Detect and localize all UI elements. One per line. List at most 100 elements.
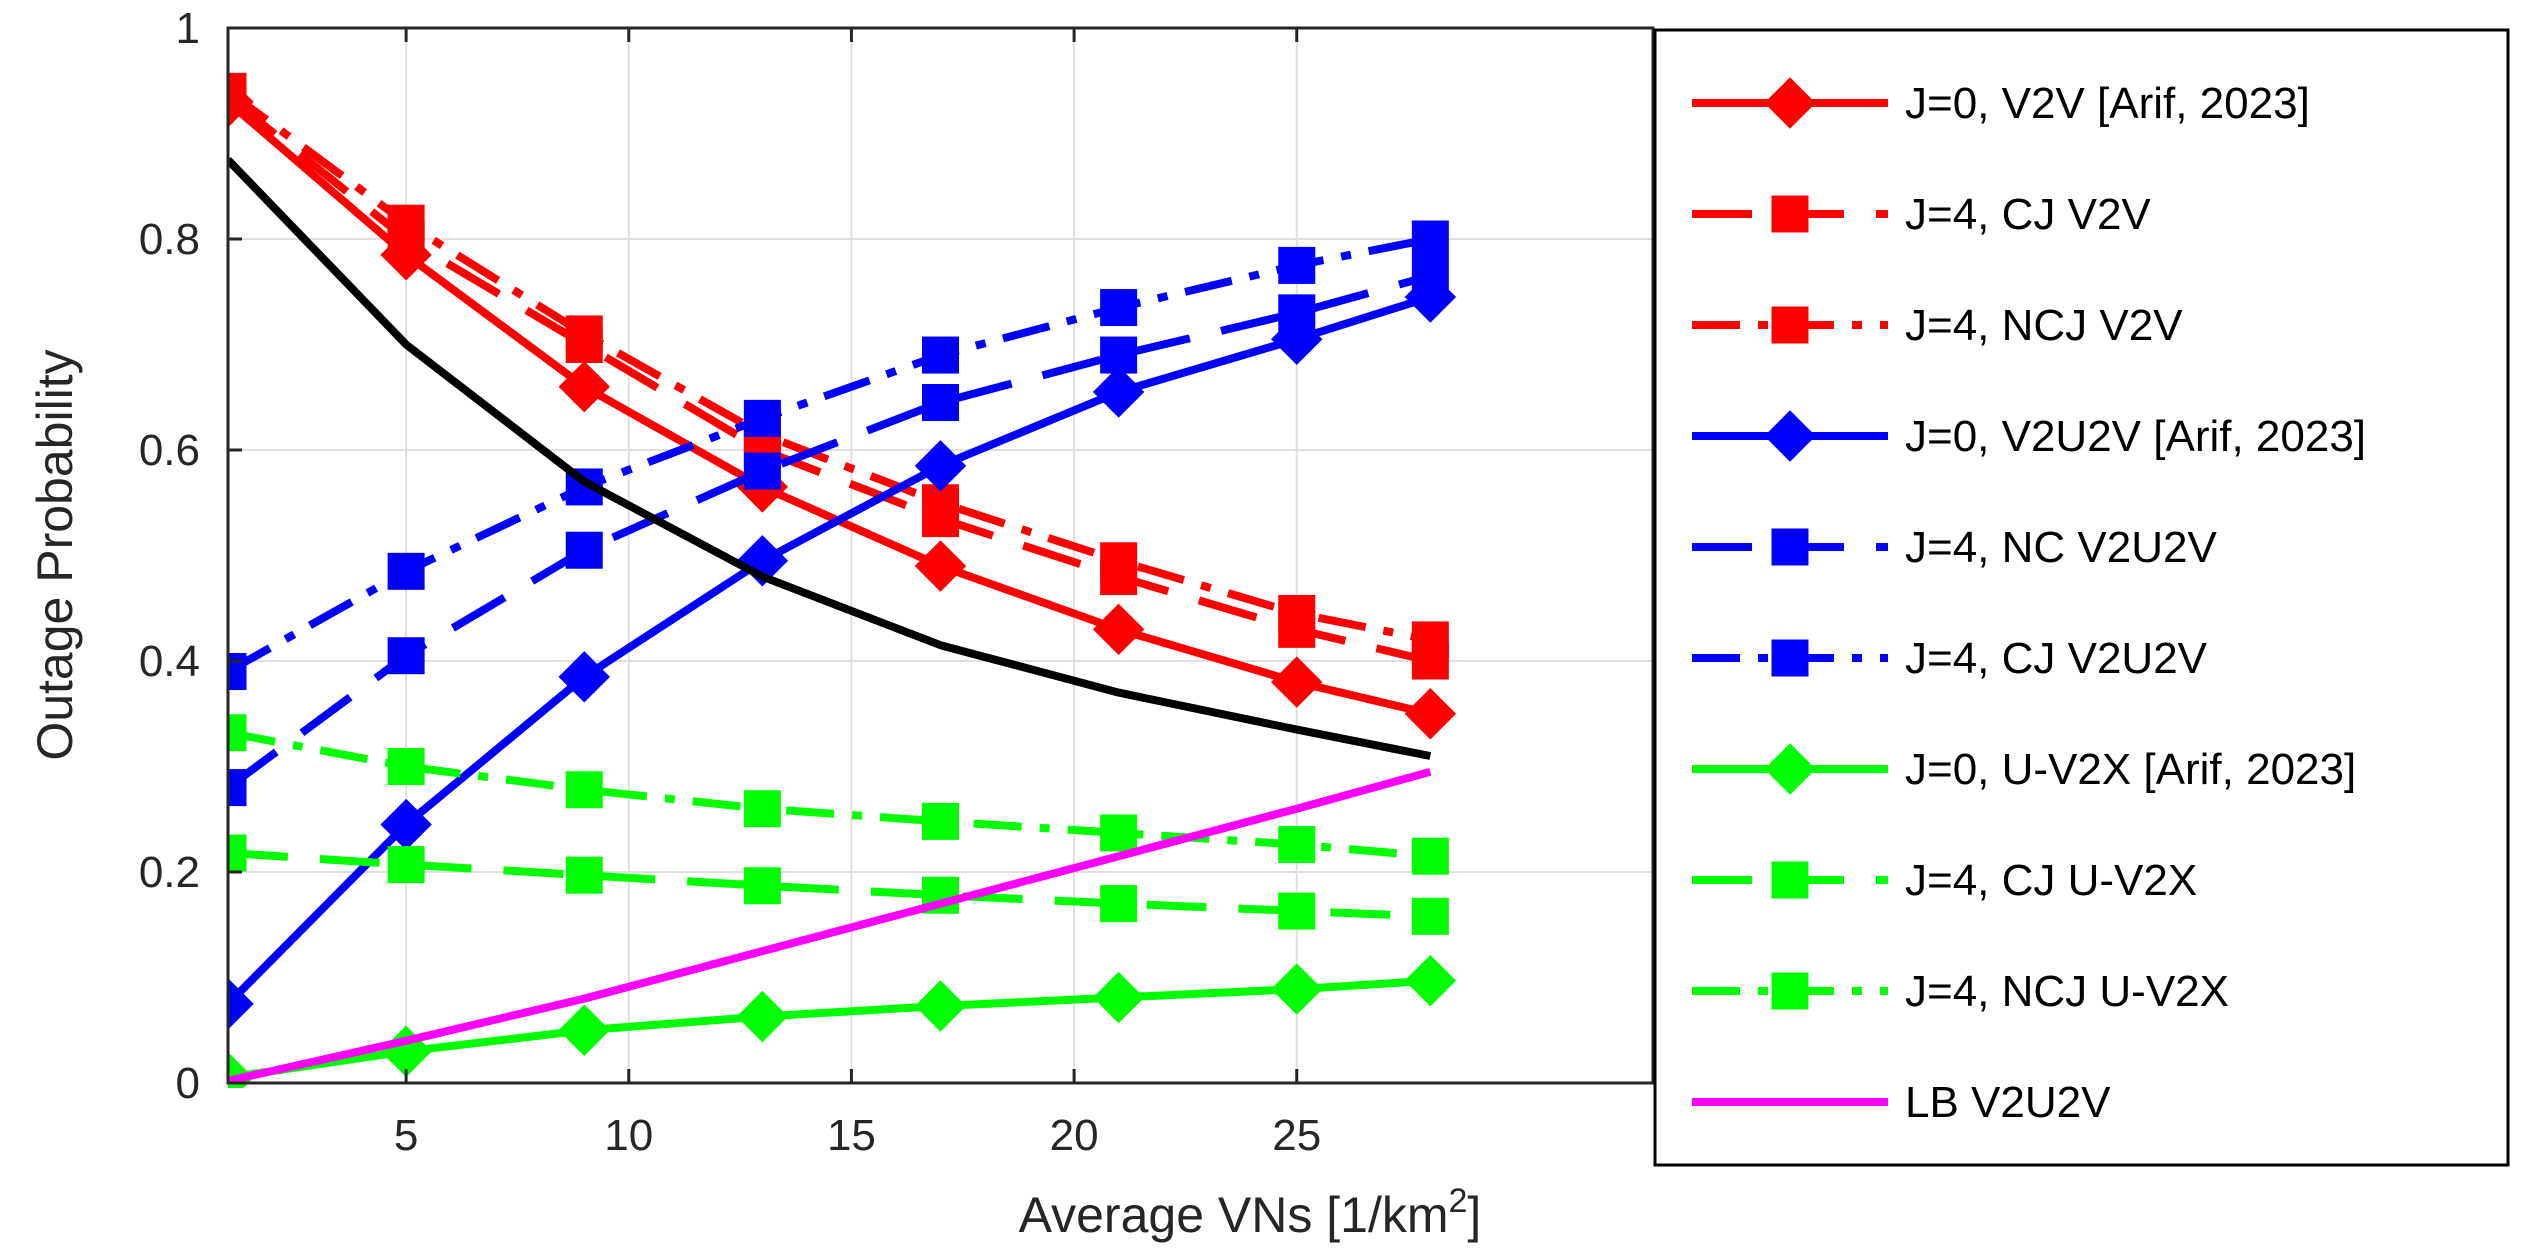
data-point (1278, 294, 1316, 332)
legend-label: J=4, CJ U-V2X (1905, 856, 2197, 905)
legend-label: J=4, NC V2U2V (1905, 523, 2217, 572)
legend-label: J=4, NCJ U-V2X (1905, 967, 2229, 1016)
data-point (1411, 621, 1449, 659)
y-tick-label: 0 (176, 1059, 200, 1108)
data-point (1278, 892, 1316, 930)
data-point (1100, 885, 1138, 923)
legend-marker (1771, 195, 1809, 233)
data-point (1411, 220, 1449, 258)
series-8 (228, 834, 1449, 935)
data-point (743, 790, 781, 828)
data-point (1271, 656, 1323, 708)
data-point (1100, 289, 1138, 327)
legend-marker (1764, 77, 1816, 129)
data-point (558, 360, 610, 413)
legend-marker (1764, 410, 1816, 462)
legend-entry: J=4, CJ V2U2V (1692, 634, 2208, 683)
x-axis-label: Average VNs [1/km2] (1019, 1182, 1482, 1243)
legend-entry: J=4, NCJ V2V (1692, 301, 2183, 350)
legend-marker (1771, 639, 1809, 677)
data-point (743, 452, 781, 490)
x-tick-label: 5 (394, 1111, 418, 1160)
y-tick-label: 0.6 (139, 426, 200, 475)
series-line (228, 293, 1432, 1007)
y-tick-label: 1 (176, 4, 200, 53)
legend-entry: J=0, V2V [Arif, 2023] (1692, 77, 2310, 129)
x-tick-label: 20 (1050, 1111, 1099, 1160)
legend-marker (1771, 972, 1809, 1010)
data-point (1100, 542, 1138, 580)
data-point (1404, 688, 1457, 740)
legend-entry: J=4, CJ U-V2X (1692, 856, 2197, 905)
y-tick-label: 0.2 (139, 848, 200, 897)
data-point (558, 651, 610, 703)
y-tick-label: 0.8 (139, 215, 200, 264)
series-line (228, 157, 1432, 760)
legend-label: J=4, NCJ V2V (1905, 301, 2183, 350)
legend-marker (1771, 306, 1809, 344)
data-point (1092, 366, 1145, 418)
x-tick-label: 25 (1272, 1111, 1321, 1160)
series-line (228, 728, 1431, 861)
legend-marker (1764, 743, 1816, 795)
data-point (914, 980, 967, 1032)
y-axis-label: Outage Probability (27, 349, 83, 760)
series-line (228, 767, 1432, 1085)
data-point (387, 748, 425, 785)
legend-label: J=0, V2U2V [Arif, 2023] (1905, 412, 2366, 461)
series-line (228, 849, 1431, 921)
series-group (228, 72, 1457, 1088)
series-line (228, 93, 1432, 665)
x-tick-label: 15 (827, 1111, 876, 1160)
data-point (1100, 814, 1138, 852)
data-point (743, 867, 781, 905)
legend-label: J=0, U-V2X [Arif, 2023] (1905, 745, 2356, 794)
legend-entry: J=4, NC V2U2V (1692, 523, 2217, 572)
data-point (743, 399, 781, 437)
data-point (1411, 837, 1449, 875)
data-point (387, 204, 425, 242)
legend: J=0, V2V [Arif, 2023] J=4, CJ V2V J=4, NCJ… (1653, 28, 2510, 1167)
legend-entry: J=0, U-V2X [Arif, 2023] (1692, 743, 2356, 795)
legend-label: J=4, CJ V2U2V (1905, 634, 2208, 683)
x-tick-label: 10 (604, 1111, 653, 1160)
legend-label: LB V2U2V (1905, 1078, 2111, 1127)
axis-ticks: 5 10 15 20 25 0 0.2 0.4 0.6 0.8 1 (139, 4, 1321, 1160)
data-point (1411, 897, 1449, 935)
data-point (1092, 603, 1145, 656)
data-point (565, 531, 603, 569)
legend-marker (1771, 861, 1809, 899)
data-point (228, 769, 247, 807)
legend-label: J=0, V2V [Arif, 2023] (1905, 79, 2310, 128)
series-line (228, 235, 1432, 675)
series-5 (228, 257, 1449, 807)
data-point (1092, 971, 1145, 1024)
data-point (1271, 963, 1323, 1015)
data-point (1411, 257, 1449, 295)
data-point (914, 540, 967, 592)
data-point (228, 978, 254, 1030)
data-point (558, 1004, 610, 1056)
series-line (228, 272, 1432, 791)
legend-entry: J=0, V2U2V [Arif, 2023] (1692, 410, 2366, 462)
data-point (565, 856, 603, 894)
data-point (228, 72, 247, 110)
data-point (228, 714, 247, 752)
data-point (922, 336, 959, 374)
data-point (1278, 246, 1316, 284)
data-point (387, 552, 425, 590)
data-point (228, 653, 247, 691)
series-line (228, 98, 1432, 718)
data-point (736, 990, 789, 1043)
legend-entry: J=4, NCJ U-V2X (1692, 967, 2229, 1016)
data-point (914, 440, 967, 492)
data-point (565, 771, 603, 809)
series-11 (228, 157, 1432, 760)
series-10 (228, 767, 1432, 1085)
data-point (228, 834, 247, 872)
series-line (228, 88, 1432, 644)
series-line (228, 976, 1431, 1082)
legend-marker (1771, 528, 1809, 566)
x-axis-label-superscript: 2 (1448, 1182, 1467, 1220)
